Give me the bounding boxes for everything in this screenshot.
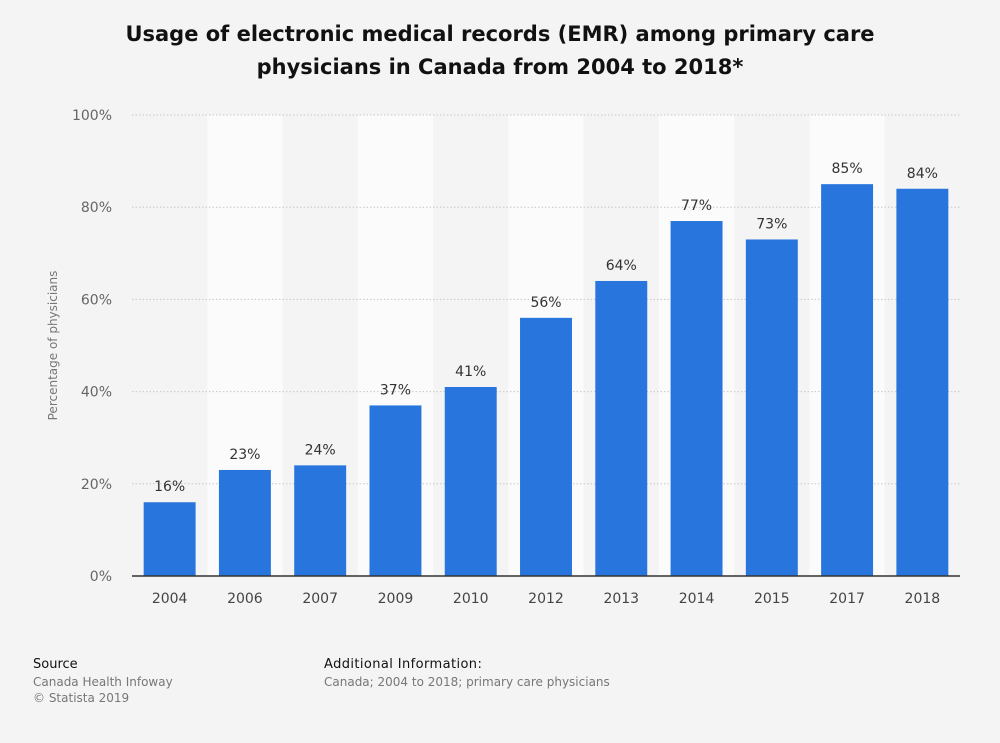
value-label: 77% [681,198,712,214]
bar[interactable] [143,502,196,576]
value-label: 84% [907,166,938,182]
bar[interactable] [294,465,347,576]
value-label: 37% [380,382,411,398]
y-tick-label: 100% [72,108,112,124]
bar[interactable] [821,184,874,576]
bar[interactable] [745,239,798,576]
additional-info-label: Additional Information: [324,657,483,672]
value-label: 24% [305,442,336,458]
bar[interactable] [444,386,497,576]
y-axis-label: Percentage of physicians [46,271,60,421]
y-tick-label: 20% [81,477,112,493]
value-label: 23% [229,447,260,463]
x-tick-label: 2007 [302,591,338,607]
bar[interactable] [218,469,271,576]
bar[interactable] [595,280,648,576]
source-line-1: Canada Health Infoway [33,675,173,689]
value-label: 41% [455,364,486,380]
additional-info-text: Canada; 2004 to 2018; primary care physi… [324,675,610,689]
x-tick-label: 2004 [152,591,188,607]
x-tick-label: 2014 [679,591,715,607]
value-labels: 16% 23% 24% 37% 41% 56% 64% 77% 73% 85% 84% [154,161,938,495]
value-label: 85% [832,161,863,177]
x-tick-label: 2006 [227,591,263,607]
x-tick-label: 2017 [829,591,865,607]
chart-title: Usage of electronic medical records (EMR… [125,22,875,79]
bar[interactable] [369,405,422,576]
bar[interactable] [670,221,723,576]
y-tick-labels: 0% 20% 40% 60% 80% 100% [72,108,112,585]
value-label: 64% [606,258,637,274]
x-tick-label: 2010 [453,591,489,607]
source-line-2: © Statista 2019 [33,691,130,705]
bar[interactable] [896,188,949,576]
value-label: 73% [756,216,787,232]
y-tick-label: 80% [81,200,112,216]
x-tick-label: 2009 [378,591,414,607]
x-tick-labels: 2004 2006 2007 2009 2010 2012 2013 2014 2015 2017… [152,591,940,607]
y-tick-label: 0% [90,569,112,585]
y-tick-label: 60% [81,292,112,308]
x-tick-label: 2013 [603,591,639,607]
x-tick-label: 2015 [754,591,790,607]
value-label: 56% [530,295,561,311]
bar[interactable] [520,317,572,576]
source-label: Source [33,657,78,672]
y-tick-label: 40% [81,385,112,401]
value-label: 16% [154,479,185,495]
x-tick-label: 2018 [905,591,941,607]
x-tick-label: 2012 [528,591,564,607]
bars [143,184,949,576]
